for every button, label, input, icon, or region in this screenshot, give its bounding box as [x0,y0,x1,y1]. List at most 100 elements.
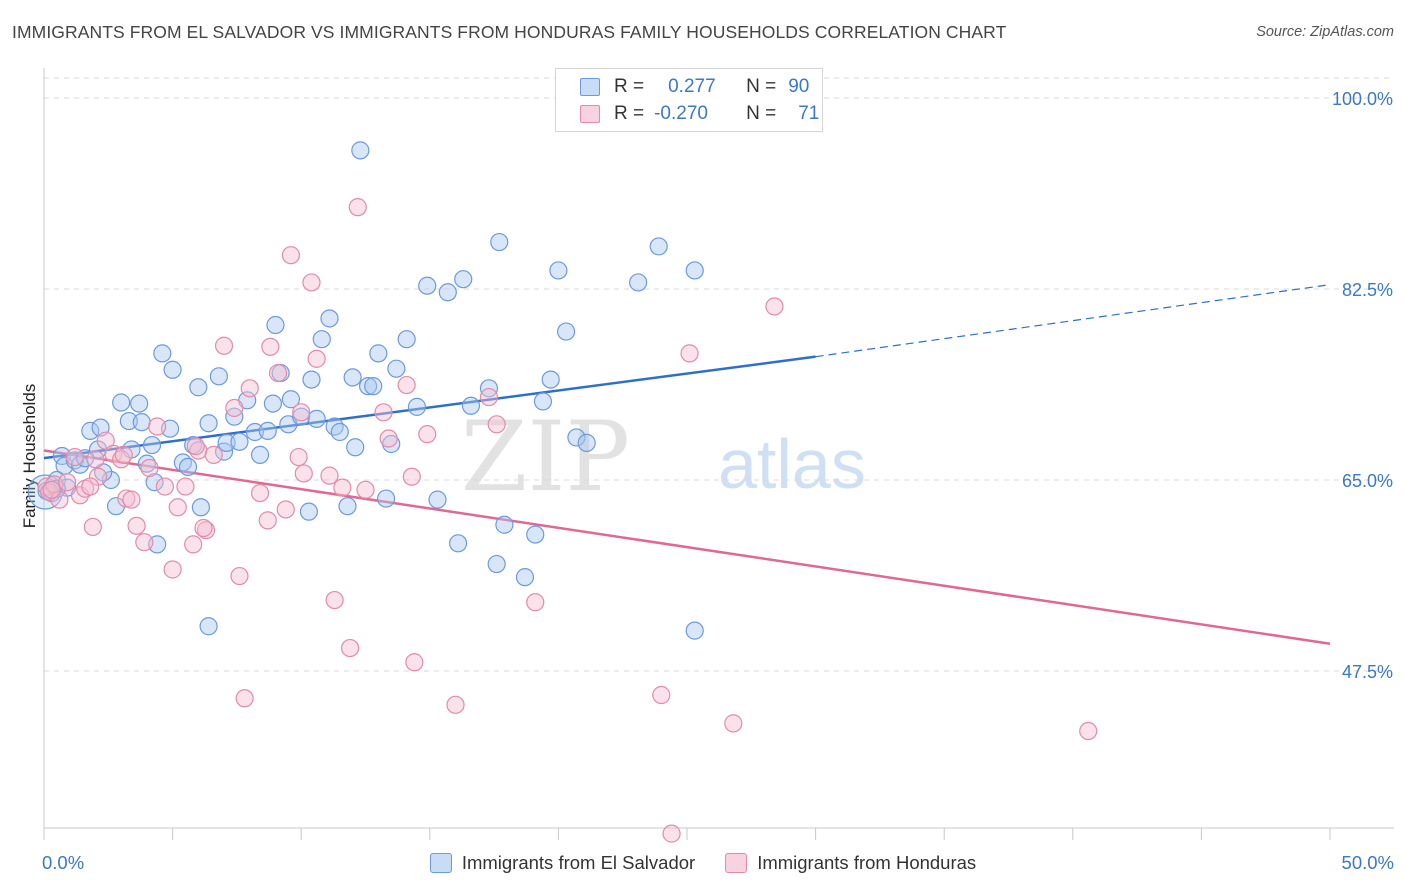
el-salvador-point [163,360,182,379]
el-salvador-point [281,390,301,409]
el-salvador-point [112,393,131,412]
legend-r-label: R = [614,76,645,97]
el-salvador-point [567,428,586,447]
series-legend-label: Immigrants from El Salvador [461,852,696,873]
honduras-point [140,458,159,478]
honduras-point [294,464,313,483]
el-salvador-trend-extension [815,284,1331,358]
honduras-point [81,477,100,496]
el-salvador-point [245,422,265,442]
honduras-point [374,403,393,422]
el-salvador-point [376,489,396,508]
honduras-point [83,517,102,537]
legend-n-value: 90 [788,76,810,97]
honduras-point [163,560,182,579]
y-tick-label: 65.0% [1342,471,1393,491]
honduras-point [479,387,499,407]
el-salvador-point [685,621,704,640]
honduras-point [65,447,84,467]
series-legend: Immigrants from El Salvador Immigrants f… [0,852,1406,874]
honduras-point [194,518,213,538]
el-salvador-point [454,270,473,289]
honduras-point [397,375,416,395]
y-tick-label: 82.5% [1342,280,1393,300]
legend-r-value: 0.277 [668,76,716,97]
el-salvador-point [199,414,218,433]
el-salvador-point [178,457,198,477]
honduras-point [240,379,259,398]
el-salvador-point [266,315,285,335]
honduras-point [86,450,105,469]
legend-r-value: -0.270 [654,103,708,124]
honduras-point [258,511,277,530]
el-salvador-point [325,417,344,436]
el-salvador-point [250,445,270,464]
honduras-point [114,445,133,464]
honduras-point [148,417,167,436]
el-salvador-point [299,502,319,521]
el-salvador-point [461,396,481,415]
honduras-point [680,344,699,363]
x-tick-label-max: 50.0% [1341,852,1394,873]
honduras-point [402,467,421,486]
watermark: ZIP atlas [461,401,866,513]
honduras-point [526,593,545,612]
el-salvador-point [230,432,249,451]
el-salvador-point [320,309,339,328]
pink-swatch [580,105,600,123]
el-salvador-point [142,435,162,455]
honduras-point [292,403,311,422]
el-salvador-point [387,359,406,378]
el-salvador-point [448,534,468,553]
honduras-point [186,437,205,456]
honduras-point [88,467,108,486]
correlation-legend: R = 0.277 N = 90 R = -0.270 N = 71 [555,68,823,132]
honduras-point [652,685,671,705]
watermark-atlas: atlas [718,425,866,503]
el-salvador-point [438,283,457,302]
el-salvador-point [258,421,277,440]
series-legend-label: Immigrants from Honduras [757,852,977,873]
el-salvador-point [369,344,388,363]
honduras-point [281,246,301,265]
honduras-point [446,695,465,714]
legend-r-label: R = [614,103,645,124]
honduras-point [418,425,437,444]
series-legend-el-salvador: Immigrants from El Salvador [429,852,696,874]
el-salvador-point [351,141,370,160]
honduras-point [356,480,375,499]
honduras-point [405,653,424,672]
honduras-point [487,415,506,434]
honduras-point [662,824,681,843]
honduras-point [50,490,69,509]
blue-swatch [429,853,452,873]
el-salvador-point [577,433,596,452]
el-salvador-point [364,377,383,396]
el-salvador-point [407,397,427,416]
el-salvador-point [199,617,218,636]
honduras-point [379,429,398,448]
el-salvador-point [557,322,576,341]
el-salvador-point [495,515,514,534]
el-salvador-point [397,330,416,349]
el-salvador-point [81,421,100,440]
watermark-zip: ZIP [461,401,630,513]
honduras-point [340,638,360,658]
honduras-point [135,533,154,552]
honduras-point [765,297,784,316]
legend-n-value: 71 [798,103,820,124]
honduras-point [1079,721,1098,741]
honduras-point [268,363,288,383]
el-salvador-point [338,497,357,516]
y-tick-label: 47.5% [1342,662,1393,682]
el-salvador-point [106,497,126,516]
el-salvador-point [343,368,362,387]
el-salvador-point [217,433,236,452]
honduras-point [724,714,743,733]
el-salvador-point [312,330,331,349]
honduras-point [155,477,174,496]
honduras-point [276,500,295,519]
honduras-point [42,480,61,499]
honduras-point [184,535,203,554]
honduras-point [58,473,77,492]
